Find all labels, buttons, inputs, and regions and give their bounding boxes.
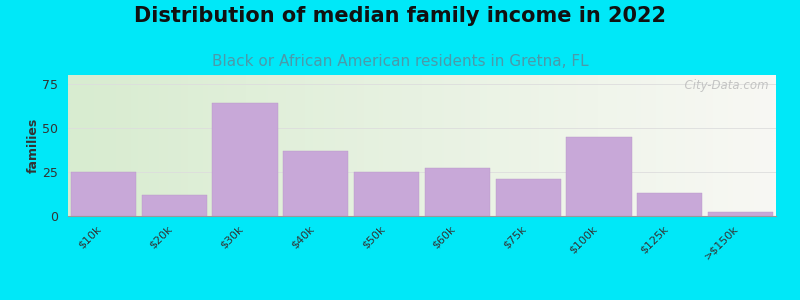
Bar <box>425 168 490 216</box>
Text: City-Data.com: City-Data.com <box>678 79 769 92</box>
Bar <box>71 172 136 216</box>
Bar <box>142 195 206 216</box>
Bar <box>213 103 278 216</box>
Bar <box>566 137 631 216</box>
Text: Distribution of median family income in 2022: Distribution of median family income in … <box>134 6 666 26</box>
Y-axis label: families: families <box>26 118 39 173</box>
Bar <box>354 172 419 216</box>
Bar <box>708 212 773 216</box>
Bar <box>638 193 702 216</box>
Text: Black or African American residents in Gretna, FL: Black or African American residents in G… <box>212 54 588 69</box>
Bar <box>283 151 348 216</box>
Bar <box>496 179 561 216</box>
